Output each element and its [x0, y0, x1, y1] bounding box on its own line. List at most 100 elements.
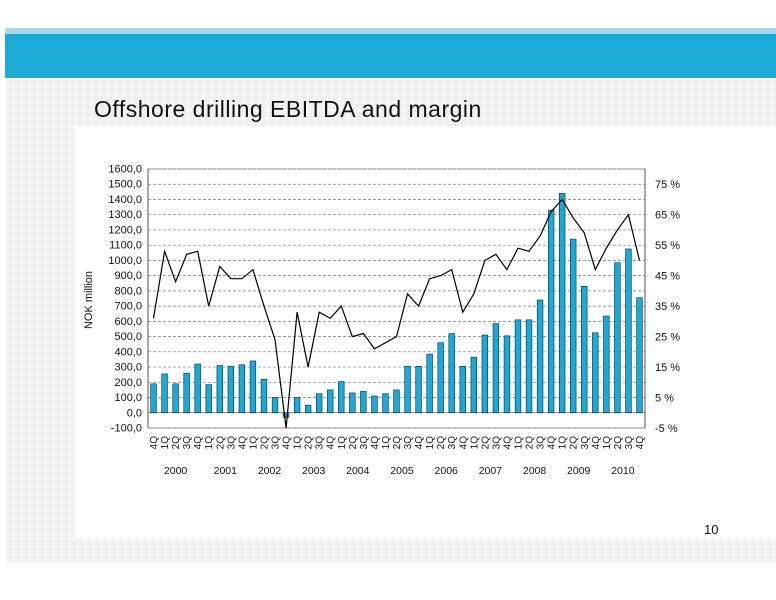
ebitda-bar: [205, 384, 212, 414]
ebitda-bar: [581, 286, 588, 414]
x-tick-label: 2Q: [525, 436, 536, 450]
ebitda-bar: [183, 372, 190, 414]
ebitda-bar: [437, 342, 444, 414]
x-tick-label: 4Q: [149, 436, 160, 450]
ebitda-bar: [371, 395, 378, 414]
page-number: 10: [704, 522, 719, 537]
header-bar: [5, 28, 776, 78]
x-tick-label: 2Q: [215, 436, 226, 450]
right-axis: 75 % 65 % 55 % 45 % 35 % 25 % 15 % 5 % -5 %: [644, 169, 680, 435]
ebitda-bar: [338, 381, 345, 414]
x-tick-label: 3Q: [182, 436, 193, 450]
x-tick-label: 1Q: [204, 436, 215, 450]
y2-tick-label: 35 %: [655, 301, 680, 313]
ebitda-bar: [570, 238, 577, 414]
ebitda-bar: [216, 365, 223, 414]
x-tick-label: 4Q: [502, 436, 513, 450]
ebitda-bar: [293, 397, 301, 414]
x-tick-label: 3Q: [624, 436, 635, 450]
x-tick-label: 1Q: [558, 436, 569, 450]
ebitda-bar: [536, 299, 544, 414]
x-tick-label: 4Q: [237, 436, 248, 450]
y-tick-label: 400,0: [114, 346, 142, 358]
ebitda-bar: [227, 365, 235, 414]
y-tick-label: 500,0: [114, 331, 142, 343]
x-tick-label: 3Q: [447, 436, 458, 450]
ebitda-bar: [172, 383, 179, 414]
x-tick-label: 2Q: [613, 436, 624, 450]
ebitda-bar: [249, 360, 257, 414]
margin-line: [152, 198, 641, 429]
ebitda-bar: [547, 209, 555, 414]
x-tick-label: 2Q: [480, 436, 491, 450]
ebitda-bar: [592, 332, 599, 414]
x-tick-label: 2Q: [304, 436, 315, 450]
ebitda-bar: [161, 373, 168, 414]
y-tick-label: 700,0: [114, 301, 142, 313]
x-tick-label: 4Q: [547, 436, 558, 450]
ebitda-bar: [636, 297, 643, 414]
y-tick-label: 1000,0: [108, 255, 142, 267]
left-axis: 1600,0 1500,0 1400,0 1300,0 1200,0 1100,0 1000…: [108, 164, 149, 435]
y-tick-label: 1100,0: [109, 240, 142, 252]
x-tick-label: 2Q: [569, 436, 580, 450]
x-tick-label: 1Q: [514, 436, 525, 450]
x-tick-label: 3Q: [315, 436, 326, 450]
ebitda-bar: [150, 383, 157, 414]
y-tick-label: 1500,0: [108, 179, 142, 191]
y-axis-label: NOK million: [83, 271, 95, 329]
y-tick-label: 1600,0: [108, 164, 142, 176]
x-tick-label: 3Q: [359, 436, 370, 450]
year-label: 2003: [302, 465, 326, 477]
x-tick-label: 1Q: [337, 436, 348, 450]
x-tick-label: 4Q: [591, 436, 602, 450]
y-tick-label: 900,0: [114, 270, 142, 282]
x-tick-label: 3Q: [491, 436, 502, 450]
y2-tick-label: 25 %: [655, 332, 680, 344]
left-texture-band: [5, 78, 75, 538]
y2-tick-label: 15 %: [655, 362, 680, 374]
x-tick-label: 4Q: [458, 436, 469, 450]
ebitda-bar: [448, 333, 455, 414]
ebitda-bar: [558, 193, 566, 414]
x-tick-label: 2Q: [392, 436, 403, 450]
y2-tick-label: 65 %: [655, 210, 680, 222]
year-label: 2008: [523, 465, 547, 477]
ebitda-bar: [382, 393, 389, 414]
x-tick-label: 1Q: [469, 436, 480, 450]
y-tick-label: -100,0: [111, 423, 142, 435]
ebitda-bars: [150, 193, 643, 418]
x-tick-label: 3Q: [226, 436, 237, 450]
x-tick-label: 1Q: [425, 436, 436, 450]
x-tick-label: 2Q: [260, 436, 271, 450]
year-label: 2007: [479, 465, 503, 477]
x-tick-label: 4Q: [414, 436, 425, 450]
year-label: 2010: [611, 465, 635, 477]
ebitda-bar: [603, 315, 610, 414]
x-axis: 4Q 1Q 2Q 3Q 4Q 1Q 2Q 3Q 4Q 1Q 2Q 3Q 4Q 1Q 2Q 3Q 4Q 1Q 2Q 3Q…: [149, 436, 646, 477]
ebitda-bar: [470, 356, 477, 414]
slide-title: Offshore drilling EBITDA and margin: [94, 96, 482, 122]
year-label: 2005: [390, 465, 414, 477]
ebitda-bar: [393, 389, 400, 414]
x-tick-label: 2Q: [171, 436, 182, 450]
ebitda-bar: [316, 393, 323, 414]
y-tick-label: 600,0: [114, 316, 142, 328]
x-tick-label: 4Q: [193, 436, 204, 450]
ebitda-bar: [614, 262, 621, 414]
ebitda-bar: [404, 365, 411, 414]
x-tick-label: 1Q: [293, 436, 304, 450]
y2-tick-label: 45 %: [655, 271, 680, 283]
ebitda-bar: [360, 391, 367, 414]
ebitda-bar: [481, 334, 489, 414]
ebitda-bar: [426, 353, 433, 414]
x-tick-label: 4Q: [282, 436, 293, 450]
year-label: 2006: [435, 465, 459, 477]
x-tick-label: 1Q: [381, 436, 392, 450]
ebitda-bar: [194, 363, 201, 414]
ebitda-bar: [349, 392, 356, 414]
ebitda-bar: [260, 378, 268, 414]
ebitda-bar: [492, 323, 500, 414]
y-tick-label: 1300,0: [108, 209, 142, 221]
